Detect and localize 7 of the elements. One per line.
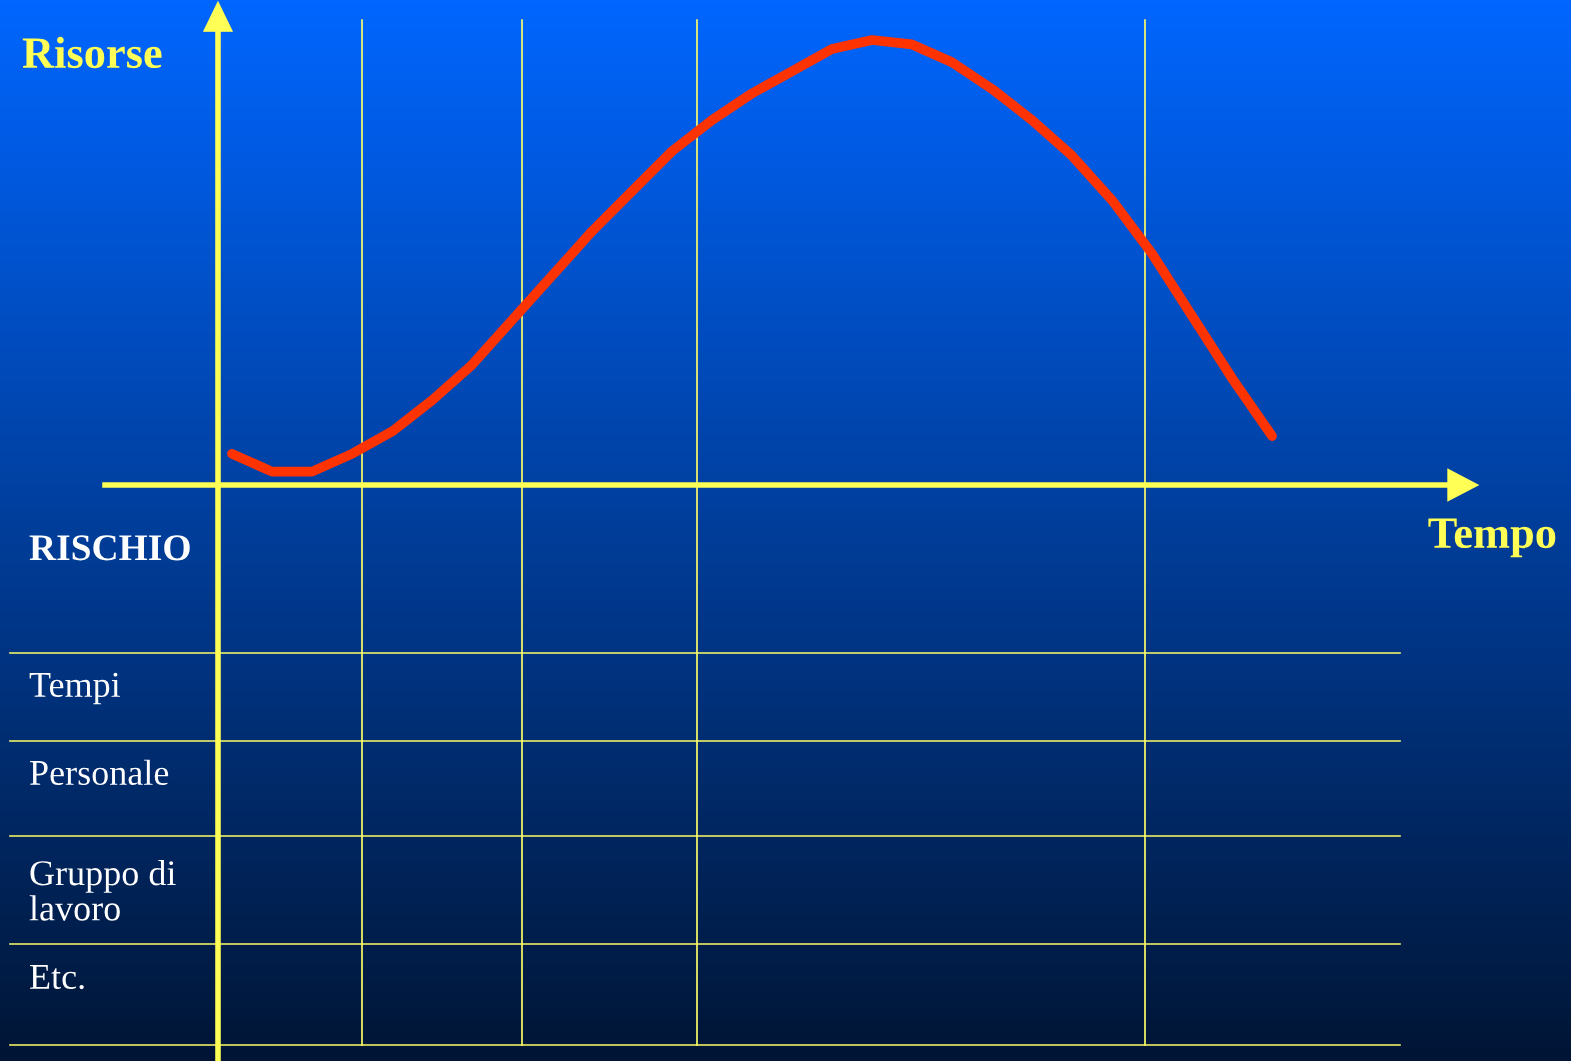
y-axis-title: Risorse (22, 36, 162, 69)
text: Personale (30, 759, 169, 786)
text: Tempi (29, 672, 121, 705)
text: RISCHIO (29, 535, 190, 561)
text: Etc. (30, 965, 84, 990)
x-axis-title: Tempo (1428, 518, 1556, 558)
text: Gruppo di lavoro (29, 860, 176, 921)
